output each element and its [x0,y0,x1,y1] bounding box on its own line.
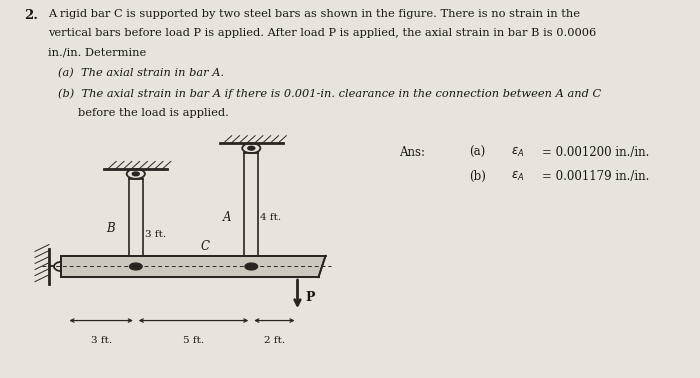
Text: C: C [200,240,209,253]
Text: = 0.001200 in./in.: = 0.001200 in./in. [542,146,650,158]
Polygon shape [61,256,326,277]
Text: vertical bars before load P is applied. After load P is applied, the axial strai: vertical bars before load P is applied. … [48,28,596,38]
Text: in./in. Determine: in./in. Determine [48,47,146,57]
Text: = 0.001179 in./in.: = 0.001179 in./in. [542,170,650,183]
Text: A: A [223,211,232,224]
Text: (b): (b) [469,170,486,183]
Text: 4 ft.: 4 ft. [260,213,281,222]
Circle shape [132,172,139,176]
Text: 2.: 2. [25,9,38,22]
Text: 3 ft.: 3 ft. [90,336,112,345]
Text: P: P [306,291,316,304]
Circle shape [248,146,255,150]
Text: B: B [106,222,115,235]
Text: (b)  The axial strain in bar A if there is 0.001-in. clearance in the connection: (b) The axial strain in bar A if there i… [58,89,601,99]
Text: $\varepsilon_A$: $\varepsilon_A$ [511,170,524,183]
Text: 5 ft.: 5 ft. [183,336,204,345]
Text: A rigid bar C is supported by two steel bars as shown in the figure. There is no: A rigid bar C is supported by two steel … [48,9,580,19]
Text: 3 ft.: 3 ft. [145,230,166,239]
Text: Ans:: Ans: [399,146,425,158]
Circle shape [130,263,142,270]
Circle shape [245,263,258,270]
Text: before the load is applied.: before the load is applied. [78,108,229,118]
Text: 2 ft.: 2 ft. [264,336,285,345]
Text: (a)  The axial strain in bar A.: (a) The axial strain in bar A. [58,68,224,78]
Text: (a): (a) [469,146,485,158]
Text: $\varepsilon_A$: $\varepsilon_A$ [511,146,524,159]
